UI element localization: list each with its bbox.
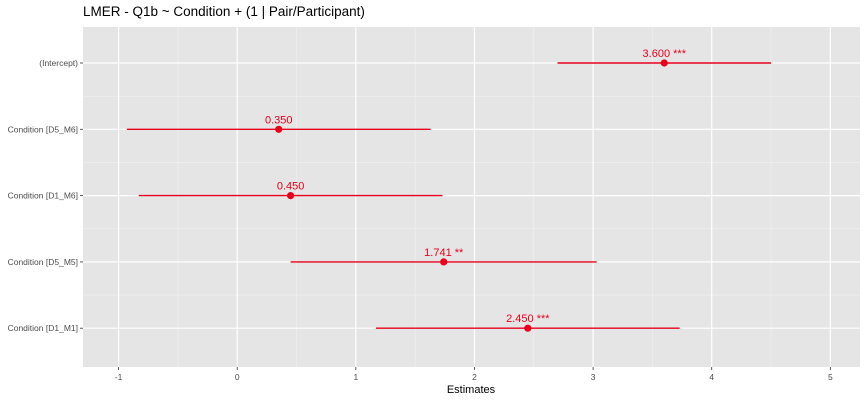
x-tick-label: 2: [472, 372, 477, 382]
x-tick-label: 4: [709, 372, 714, 382]
x-axis-ticks: -1 0 1 2 3 4 5: [115, 367, 833, 382]
y-axis-ticks: (Intercept) Condition [D5_M6] Condition [D…: [8, 58, 83, 333]
x-tick-label: -1: [115, 372, 123, 382]
x-tick-label: 1: [353, 372, 358, 382]
estimate-marks: 3.600 *** 0.350 0.450 1.741 ** 2.450 ***: [126, 48, 772, 332]
x-tick-label: 5: [828, 372, 833, 382]
estimate-label: 2.450 ***: [506, 313, 550, 325]
y-tick-label: Condition [D5_M5]: [8, 257, 78, 267]
y-tick-label: (Intercept): [39, 58, 78, 68]
x-tick-label: 0: [235, 372, 240, 382]
estimate-point: [275, 125, 283, 133]
estimate-label: 1.741 **: [424, 247, 464, 259]
estimate-label: 3.600 ***: [643, 48, 687, 60]
y-tick-label: Condition [D5_M6]: [8, 124, 78, 134]
minor-gridlines: [83, 27, 860, 367]
estimate-point: [524, 324, 532, 332]
y-tick-label: Condition [D1_M6]: [8, 191, 78, 201]
y-tick-label: Condition [D1_M1]: [8, 323, 78, 333]
estimate-point: [660, 59, 668, 67]
estimate-point: [440, 258, 448, 266]
plot-panel: [83, 27, 860, 367]
estimate-label: 0.350: [265, 114, 293, 126]
estimate-point: [286, 192, 295, 200]
x-axis-title: Estimates: [447, 384, 496, 396]
chart-title: LMER - Q1b ~ Condition + (1 | Pair/Parti…: [83, 4, 365, 19]
x-tick-label: 3: [591, 372, 596, 382]
estimate-label: 0.450: [277, 181, 305, 193]
